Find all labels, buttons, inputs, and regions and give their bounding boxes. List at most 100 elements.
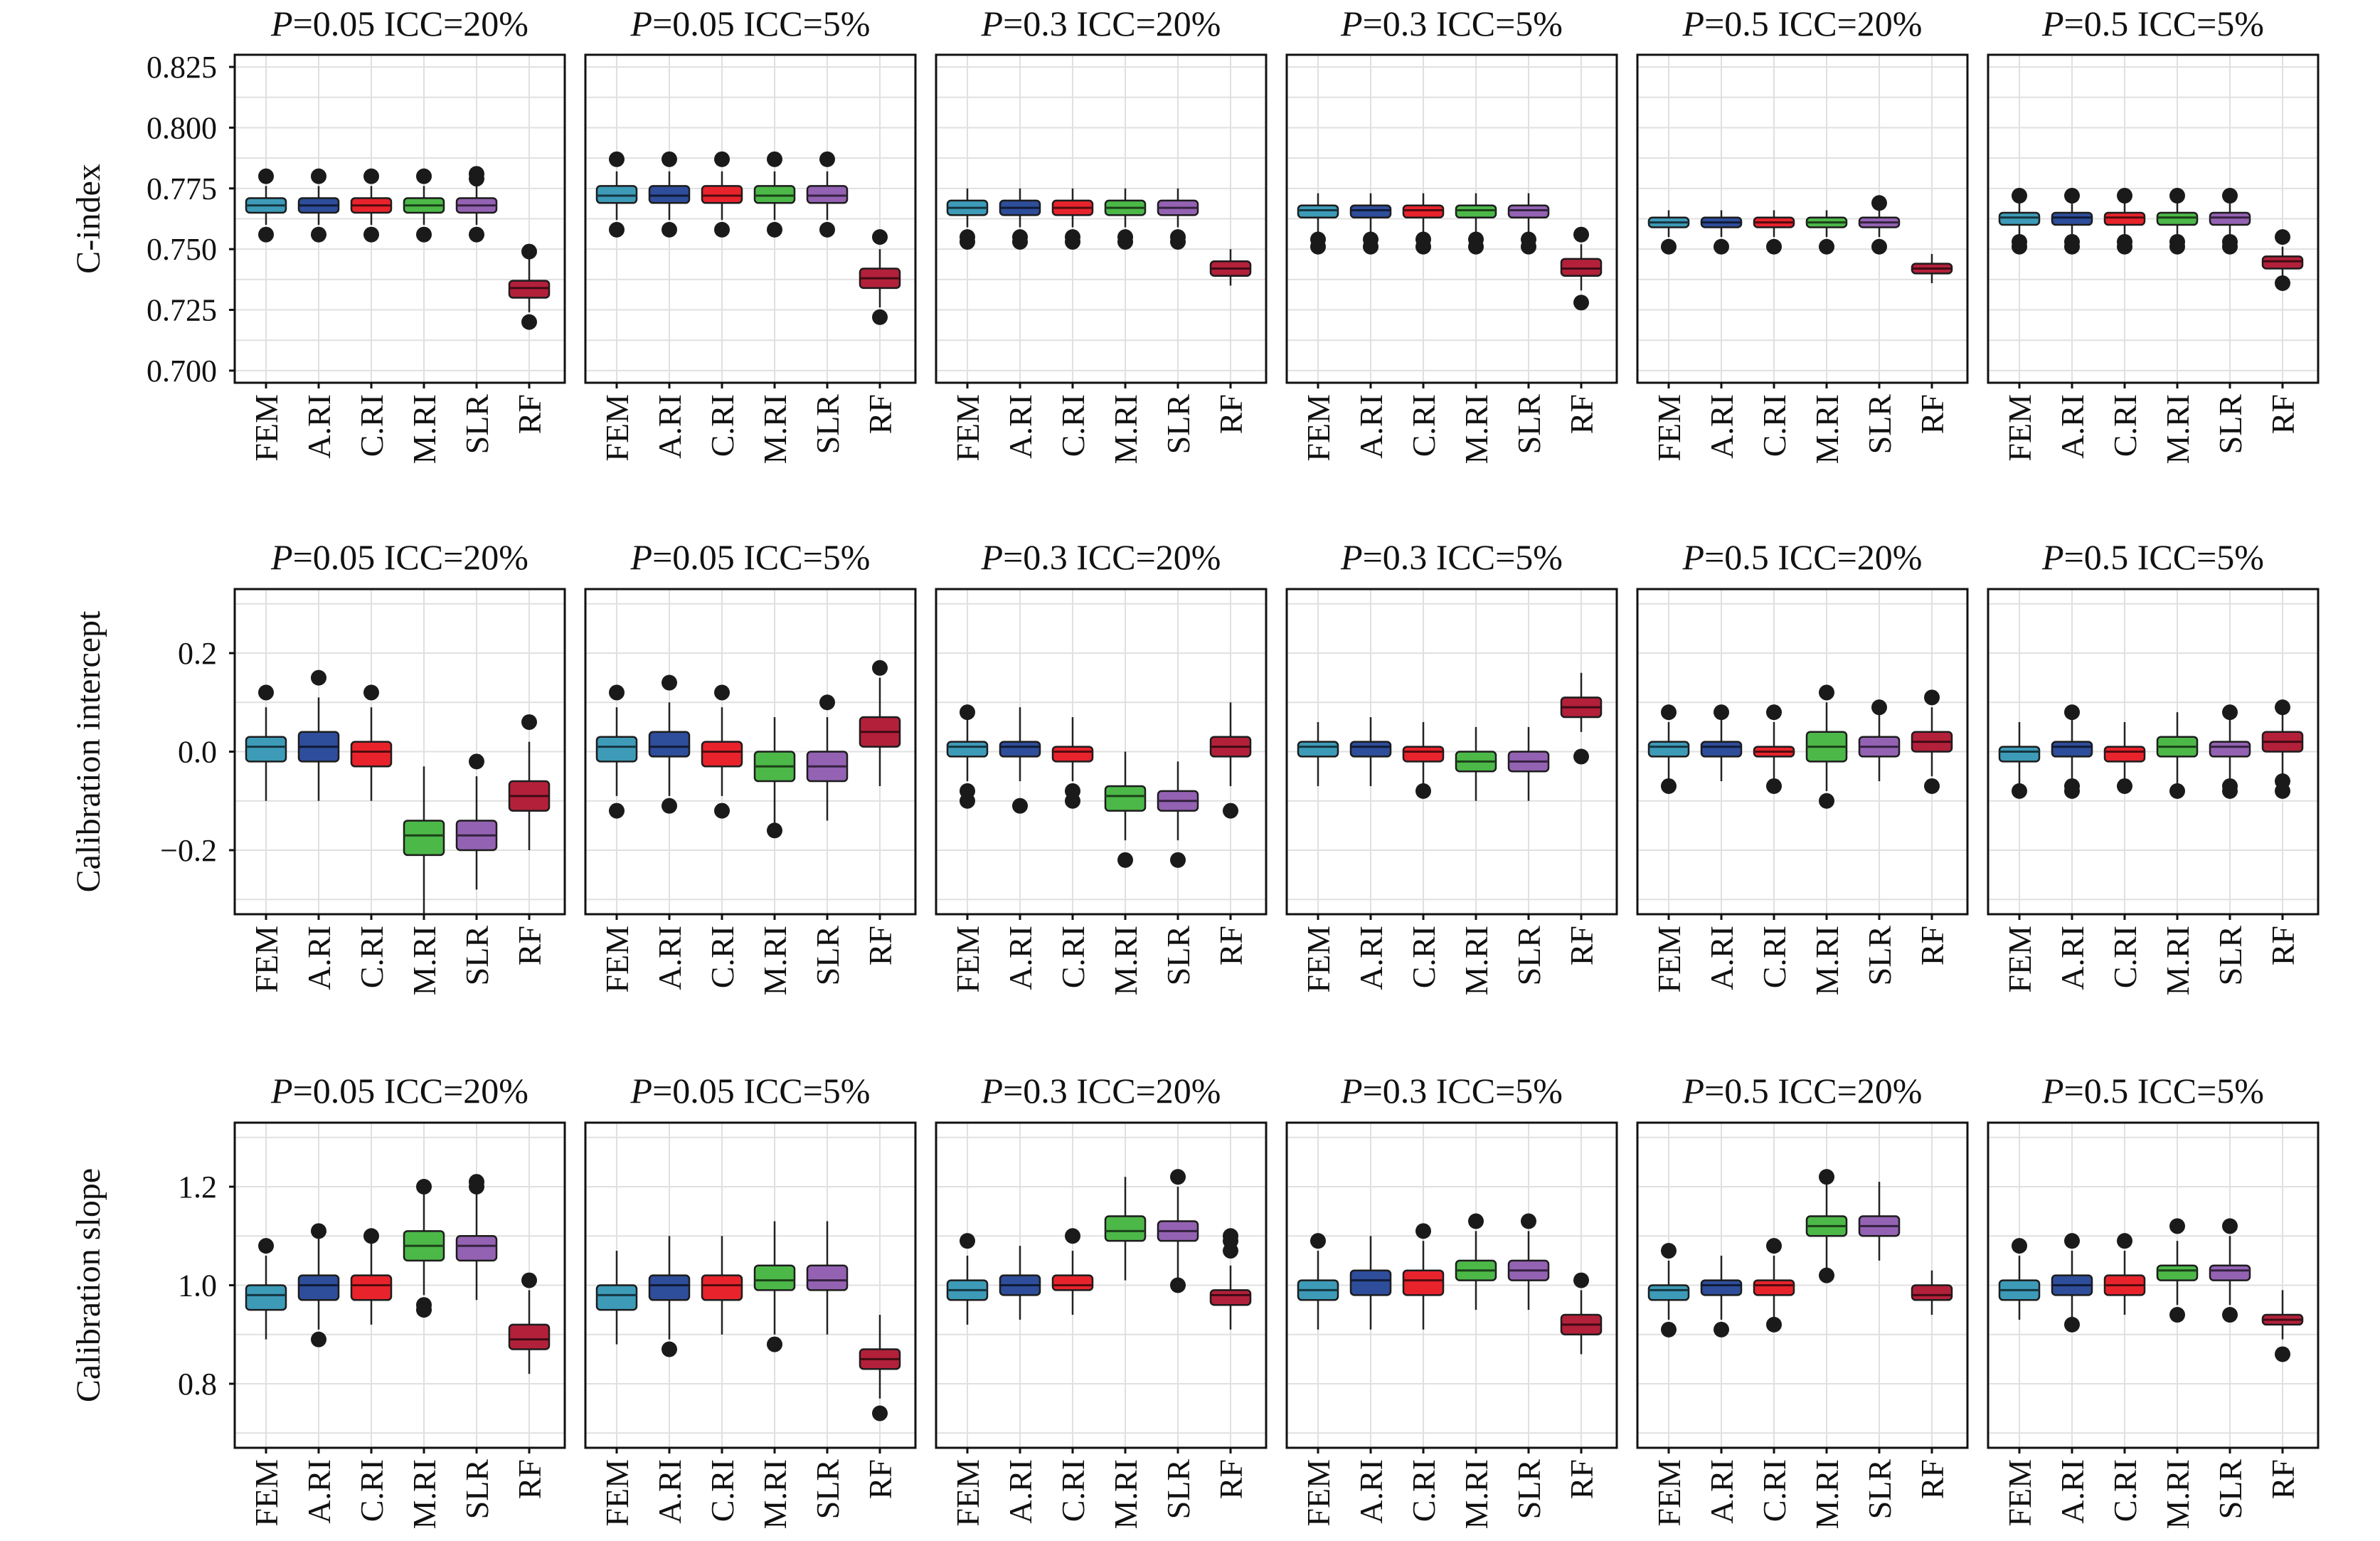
outlier-point [2275,229,2290,245]
outlier-point [767,1336,782,1352]
x-tick-label: RF [1563,1459,1600,1499]
box-iqr [648,1274,691,1301]
panel-2-1: P=0.05 ICC=5% FEM A.RI C.RI M.RI SLR RF [584,1071,917,1529]
box-SLR [1157,1169,1199,1293]
x-tick-label: RF [2265,394,2301,434]
box-M.RI [1805,210,1848,255]
outlier-point [2275,275,2290,291]
box-A.RI [2051,1233,2093,1333]
box-C.RI [1753,210,1795,255]
box-SLR [455,1174,498,1301]
outlier-point [714,684,730,701]
x-tick-label: SLR [459,394,495,455]
x-tick-label: FEM [950,1459,986,1527]
outlier-point [2064,1233,2080,1249]
outlier-point [1170,1169,1186,1185]
panel-title: P=0.05 ICC=5% [630,4,871,43]
x-tick-label: C.RI [1406,926,1442,988]
box-M.RI [753,151,796,238]
outlier-point [1819,1169,1834,1185]
x-tick-label: M.RI [1107,926,1144,995]
outlier-point [1521,238,1536,255]
box-RF [2261,699,2304,799]
x-tick-label: RF [1914,394,1950,434]
box-SLR [455,753,498,890]
x-tick-label: FEM [950,394,986,462]
panel-frame [233,53,566,384]
x-tick-label: RF [2265,1459,2301,1499]
box-iqr [1402,746,1445,763]
box-iqr [403,820,445,857]
box-FEM [595,1251,638,1345]
box-iqr [2156,211,2199,226]
x-tick-label: A.RI [652,394,688,459]
box-A.RI [648,151,691,238]
box-A.RI [1700,210,1743,255]
x-tick-label: RF [1914,926,1950,965]
box-A.RI [1349,193,1392,255]
x-tick-label: FEM [248,926,285,993]
outlier-point [960,1233,975,1249]
x-tick-label: M.RI [406,394,442,464]
outlier-point [1573,295,1589,311]
y-tick-label: 0.700 [147,354,217,388]
x-tick-label: C.RI [2107,926,2143,988]
x-tick-label: FEM [599,394,635,462]
box-RF [1209,1228,1252,1330]
x-tick-label: M.RI [1458,1459,1494,1529]
outlier-point [714,803,730,819]
box-iqr [1051,746,1094,763]
panel-frame [1636,1121,1969,1449]
box-FEM [1647,704,1690,794]
box-iqr [1647,741,1690,758]
x-tick-label: SLR [1160,1459,1196,1520]
outlier-point [1714,238,1729,255]
outlier-point [1766,1238,1782,1254]
box-iqr [701,1274,743,1301]
box-iqr [297,1274,340,1301]
outlier-point [2169,188,2185,204]
x-tick-label: FEM [2002,394,2038,462]
outlier-point [363,1228,379,1244]
chart-row-2: Calibration slope 0.8 1.0 1.2 P=0.05 ICC=20%… [70,1071,2320,1529]
outlier-point [1871,195,1887,211]
panel-frame [1636,588,1969,916]
x-tick-label: M.RI [1458,394,1494,464]
box-iqr [999,741,1041,758]
outlier-point [2012,188,2027,204]
outlier-point [2169,1307,2185,1323]
outlier-point [1871,699,1887,716]
box-SLR [1858,195,1901,255]
panel-title: P=0.5 ICC=5% [2041,1071,2264,1111]
outlier-point [2117,238,2132,255]
outlier-point [872,309,888,325]
box-FEM [946,188,989,250]
box-M.RI [753,717,796,839]
x-tick-label: RF [1213,394,1249,434]
box-iqr [245,1284,287,1311]
box-C.RI [701,684,743,819]
x-tick-label: FEM [2002,1459,2038,1527]
panel-1-4: P=0.5 ICC=20% FEM A.RI C.RI M.RI SLR RF [1636,537,1969,995]
box-RF [508,243,551,330]
x-tick-label: C.RI [1756,926,1792,988]
panel-title: P=0.05 ICC=20% [270,537,528,577]
box-A.RI [297,669,340,801]
panel-title: P=0.3 ICC=5% [1340,537,1563,577]
outlier-point [521,1272,537,1288]
y-axis-label: C-index [70,164,107,274]
x-tick-label: SLR [1861,926,1898,986]
x-tick-label: RF [1213,1459,1249,1499]
box-FEM [1998,1238,2041,1320]
outlier-point [609,221,625,238]
x-tick-label: FEM [599,1459,635,1527]
x-tick-label: M.RI [1458,926,1494,995]
x-tick-label: RF [862,1459,898,1499]
box-iqr [1753,1279,1795,1296]
box-M.RI [753,1221,796,1352]
outlier-point [1871,238,1887,255]
box-iqr [701,185,743,204]
x-tick-label: FEM [248,394,285,462]
outlier-point [2012,783,2027,799]
